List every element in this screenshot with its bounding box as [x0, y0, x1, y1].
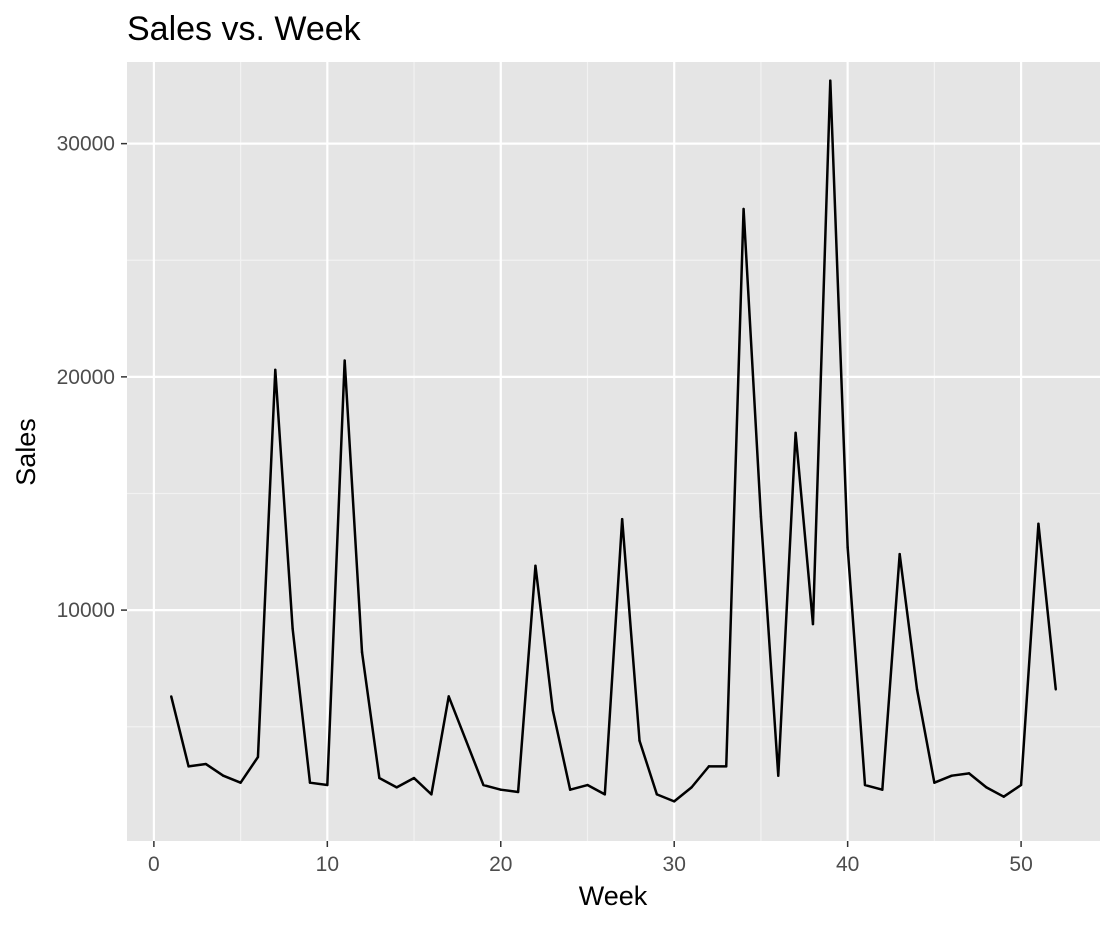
data-point	[759, 515, 763, 519]
data-point	[742, 207, 745, 211]
data-point	[516, 790, 520, 794]
data-point	[881, 788, 884, 791]
x-axis-tick-label: 30	[663, 853, 686, 876]
y-axis-tick-label: 20000	[57, 366, 115, 389]
data-point	[829, 79, 832, 82]
data-points	[170, 79, 1057, 803]
data-point	[326, 783, 329, 787]
data-point	[985, 786, 988, 789]
data-point	[464, 739, 468, 742]
data-point	[1019, 783, 1023, 787]
data-point	[690, 786, 693, 789]
data-point	[395, 786, 398, 789]
data-point	[482, 783, 485, 787]
x-axis-tick-label: 10	[316, 853, 339, 876]
data-point	[898, 552, 901, 556]
data-point	[1037, 522, 1040, 525]
data-point	[378, 776, 381, 780]
data-point	[568, 788, 572, 791]
data-point	[1054, 688, 1057, 691]
data-point	[222, 774, 225, 777]
y-axis-tick-label: 10000	[57, 599, 115, 622]
data-point	[603, 793, 607, 796]
data-point	[412, 776, 416, 780]
data-point	[777, 774, 780, 777]
data-point	[950, 774, 953, 777]
data-point	[170, 695, 173, 698]
y-axis-title: Sales	[11, 418, 41, 486]
y-axis-tick-label: 30000	[57, 133, 115, 156]
x-axis-tick-label: 0	[148, 853, 160, 876]
data-point	[1002, 795, 1005, 798]
data-point	[447, 695, 450, 698]
sales-series-line	[170, 79, 1058, 803]
data-point	[291, 627, 294, 630]
y-axis-tick-labels: 10000 20000 30000	[57, 133, 115, 622]
data-point	[620, 517, 624, 521]
data-point	[673, 800, 676, 803]
data-point	[204, 762, 208, 766]
data-point	[343, 359, 346, 362]
chart-title: Sales vs. Week	[127, 10, 362, 48]
data-point	[933, 781, 936, 784]
data-point	[655, 793, 659, 796]
data-point	[430, 793, 433, 796]
plot-panel	[127, 62, 1100, 841]
data-point	[967, 772, 971, 775]
minor-grid	[127, 62, 1100, 841]
x-axis-title: Week	[579, 881, 648, 911]
major-grid	[127, 62, 1100, 841]
data-point	[256, 755, 260, 759]
data-point	[811, 622, 815, 626]
data-point	[846, 545, 849, 549]
data-point	[239, 781, 242, 784]
data-point	[638, 739, 641, 742]
data-point	[707, 765, 711, 768]
data-point	[586, 783, 589, 787]
data-point	[794, 431, 797, 435]
data-point	[534, 564, 537, 567]
data-point	[551, 709, 554, 712]
y-axis-ticks	[121, 142, 127, 611]
x-axis-tick-label: 40	[836, 853, 859, 876]
data-point	[915, 688, 919, 691]
x-axis-tick-label: 50	[1009, 853, 1032, 876]
data-point	[274, 368, 277, 372]
data-point	[499, 788, 502, 791]
data-point	[360, 650, 364, 654]
data-point	[863, 783, 867, 787]
x-axis-tick-labels: 0 10 20 30 40 50	[148, 853, 1033, 876]
data-point	[187, 765, 190, 768]
x-axis-ticks	[153, 841, 1022, 847]
x-axis-tick-label: 20	[489, 853, 512, 876]
data-point	[308, 781, 312, 784]
data-point	[725, 765, 728, 768]
